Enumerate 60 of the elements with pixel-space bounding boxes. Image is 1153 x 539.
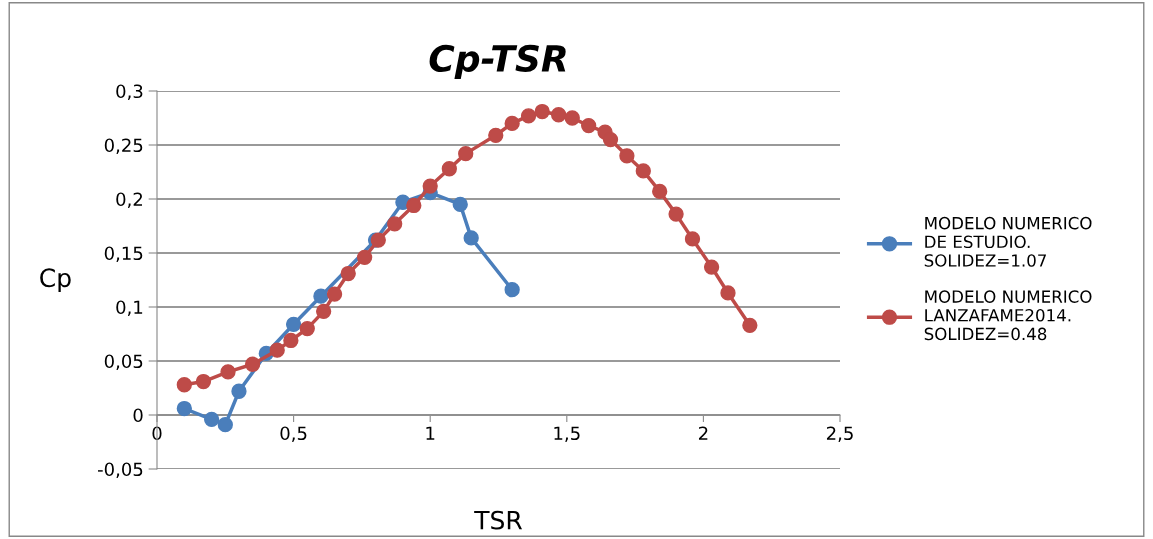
y-tick-label: 0,25 [104, 138, 143, 154]
point [340, 265, 356, 282]
point [742, 317, 758, 333]
point [285, 316, 302, 332]
point [520, 108, 537, 124]
point [283, 332, 299, 349]
point [356, 249, 373, 265]
point [204, 411, 220, 427]
point [668, 206, 684, 222]
x-tick-label: 2,5 [826, 426, 853, 442]
point [619, 148, 635, 164]
y-tick-label: 0,2 [116, 192, 142, 208]
point [326, 286, 343, 302]
x-tick-label: 2 [698, 426, 708, 440]
point [269, 342, 285, 358]
y-axis-title: Cp [40, 268, 71, 293]
point [176, 400, 192, 417]
legend-label: MODELO NUMERICO LANZAFAME2014. SOLIDEZ=0.48 [924, 290, 1092, 341]
point [176, 377, 192, 393]
point [488, 127, 504, 143]
y-tick-label: 0,3 [116, 84, 143, 100]
y-tick-label: 0 [133, 408, 143, 423]
point [195, 373, 212, 390]
point [441, 161, 457, 177]
point [231, 383, 247, 399]
point [720, 285, 736, 301]
x-tick-label: 1,5 [554, 426, 580, 442]
chart-title: Cp-TSR [429, 44, 566, 80]
point [217, 417, 233, 433]
x-axis-title: TSR [474, 510, 523, 530]
point [422, 178, 438, 194]
x-tick-label: 0 [152, 426, 162, 441]
point [635, 163, 651, 179]
y-tick-label: -0,05 [97, 462, 143, 478]
y-tick-label: 0,1 [116, 300, 143, 316]
point [652, 183, 668, 200]
point [299, 320, 315, 337]
point [504, 282, 520, 298]
point [564, 110, 580, 126]
point [581, 117, 597, 134]
y-tick-label: 0,05 [104, 354, 143, 370]
point [602, 131, 619, 148]
point [458, 146, 474, 162]
x-tick-label: 0,5 [280, 426, 307, 442]
point [220, 364, 236, 380]
y-tick-label: 0,15 [104, 246, 143, 262]
point [703, 259, 720, 275]
point [387, 216, 403, 232]
point [550, 107, 567, 123]
point [406, 197, 422, 214]
x-tick-label: 1 [426, 426, 435, 440]
point [316, 303, 332, 319]
point [452, 196, 468, 213]
point [313, 288, 329, 304]
point [534, 103, 550, 120]
point [684, 231, 701, 247]
legend-label: MODELO NUMERICO DE ESTUDIO. SOLIDEZ=1.07 [924, 216, 1092, 267]
point [244, 356, 261, 372]
point [463, 230, 479, 246]
point [504, 115, 520, 132]
